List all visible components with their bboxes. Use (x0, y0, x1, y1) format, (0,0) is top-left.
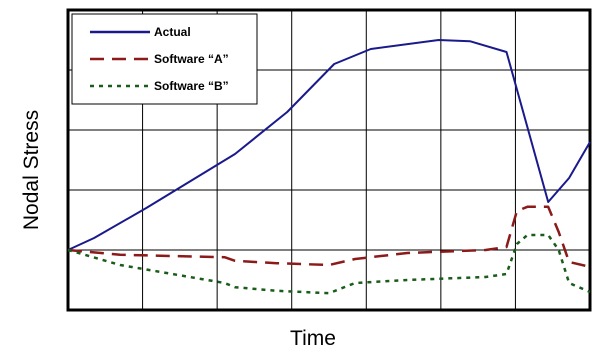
y-axis-label: Nodal Stress (20, 110, 43, 230)
legend-entry-1: Actual (154, 25, 191, 39)
legend: Actual Software “A” Software “B” (71, 13, 258, 105)
legend-entry-3: Software “B” (154, 79, 229, 93)
series-line-3 (67, 233, 591, 295)
series-line-2 (67, 205, 591, 269)
x-axis-label: Time (290, 327, 336, 350)
legend-entry-2: Software “A” (154, 52, 229, 66)
series-layer (67, 39, 591, 295)
series-line-1 (67, 39, 591, 251)
